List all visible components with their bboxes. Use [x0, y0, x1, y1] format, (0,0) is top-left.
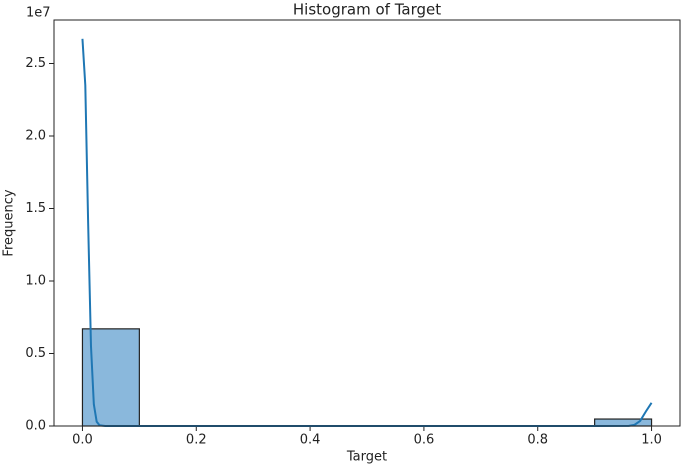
x-tick-label: 0.2	[186, 433, 207, 448]
y-tick-label: 0.5	[25, 346, 46, 361]
x-tick-label: 0.4	[300, 433, 321, 448]
x-tick-label: 0.8	[527, 433, 548, 448]
y-offset-label: 1e7	[26, 6, 51, 21]
x-axis-label: Target	[346, 450, 387, 465]
chart-title: Histogram of Target	[293, 1, 441, 19]
y-tick-label: 2.0	[25, 129, 46, 144]
x-tick-label: 0.6	[414, 433, 435, 448]
y-tick-label: 0.0	[25, 419, 46, 434]
x-tick-label: 1.0	[641, 433, 662, 448]
y-tick-label: 2.5	[25, 56, 46, 71]
y-tick-label: 1.0	[25, 274, 46, 289]
y-axis-label: Frequency	[2, 189, 17, 256]
plot-frame	[53, 19, 681, 427]
y-tick-label: 1.5	[25, 201, 46, 216]
kde-line	[81, 38, 653, 427]
x-tick-label: 0.0	[72, 433, 93, 448]
